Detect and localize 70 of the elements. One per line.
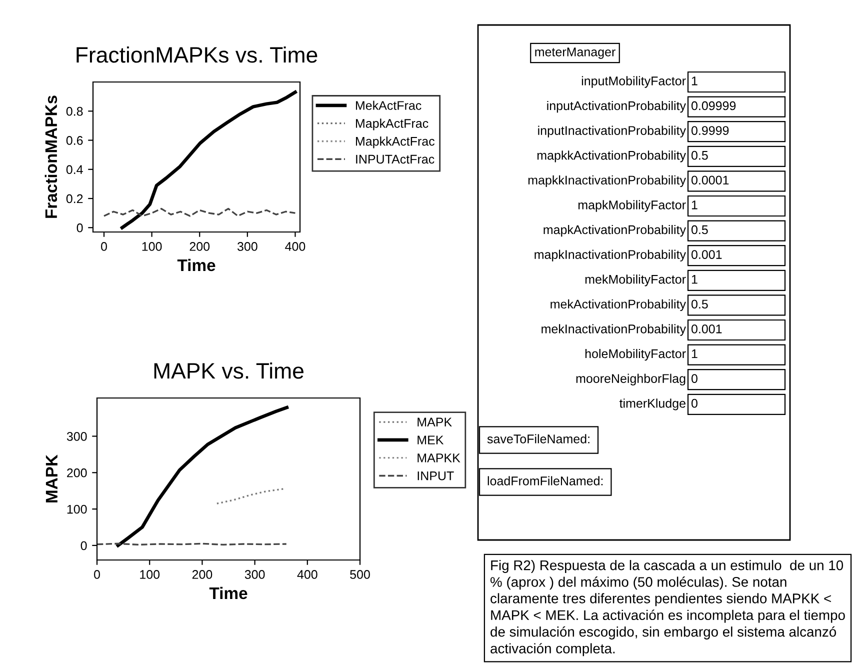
text: mooreNeighborFlag <box>576 374 686 386</box>
text: inputActivationProbability <box>547 100 686 113</box>
text: 1 <box>692 76 698 86</box>
y-tick-label: 200 <box>67 468 87 478</box>
text: 0.5 <box>691 150 708 160</box>
y-tick-label: 0 <box>76 223 83 232</box>
text: 0.0001 <box>691 176 729 185</box>
x-tick-label: 100 <box>142 242 162 251</box>
text: holeMobilityFactor <box>585 348 686 361</box>
text: meterManager <box>535 48 616 59</box>
text: inputMobilityFactor <box>582 76 686 88</box>
x-tick-label: 200 <box>190 242 210 251</box>
text: inputInactivationProbability <box>538 126 686 138</box>
y-axis-title: FractionMAPKs <box>44 96 58 218</box>
legend-label: INPUT <box>418 472 454 480</box>
text: 0.5 <box>691 300 708 309</box>
text: 1 <box>692 275 698 284</box>
y-tick-label: 0.8 <box>66 106 83 116</box>
text: 0.001 <box>691 324 722 334</box>
line-series <box>103 208 296 217</box>
text: 0.5 <box>691 225 708 234</box>
x-tick-label: 500 <box>350 570 370 579</box>
text: mapkMobilityFactor <box>578 200 686 212</box>
line-series <box>116 406 289 548</box>
text: 1 <box>692 200 698 210</box>
text: 1 <box>692 349 698 358</box>
text: 0.001 <box>691 250 722 259</box>
x-tick-label: 300 <box>237 242 258 251</box>
x-tick-label: 200 <box>192 570 212 579</box>
text: saveToFileNamed: <box>487 434 590 444</box>
legend-label: MEK <box>418 436 444 444</box>
legend-label: MapkActFrac <box>356 118 428 130</box>
text: 0 <box>691 374 698 383</box>
text: 0.09999 <box>691 101 736 110</box>
y-tick-label: 0 <box>80 541 87 550</box>
x-tick-label: 0 <box>101 242 107 251</box>
line-series <box>216 488 286 504</box>
text: mapkkActivationProbability <box>537 150 686 162</box>
chart-title: MAPK vs. Time <box>154 362 304 379</box>
text: mekInactivationProbability <box>542 324 686 336</box>
text: mapkInactivationProbability <box>534 250 686 262</box>
y-axis-title: MAPK <box>46 454 58 502</box>
legend-label: MekActFrac <box>356 100 422 110</box>
y-tick-label: 100 <box>67 504 87 514</box>
y-tick-label: 0.4 <box>66 165 83 174</box>
x-tick-label: 0 <box>94 570 100 579</box>
y-tick-label: 300 <box>66 432 87 441</box>
x-axis-title: Time <box>177 258 216 272</box>
line-series <box>120 90 297 230</box>
text: 0.9999 <box>691 126 729 135</box>
x-tick-label: 400 <box>297 570 318 579</box>
text: mapkActivationProbability <box>544 224 686 237</box>
text: loadFromFileNamed: <box>488 476 603 486</box>
text: mekActivationProbability <box>550 299 686 312</box>
chart-title: FractionMAPKs vs. Time <box>76 46 318 63</box>
x-tick-label: 400 <box>285 242 306 251</box>
x-tick-label: 100 <box>140 570 160 579</box>
legend-label: MAPK <box>418 418 452 426</box>
text: mekMobilityFactor <box>585 274 686 286</box>
legend-label: MAPKK <box>418 454 460 462</box>
text: timerKludge <box>619 398 686 410</box>
legend-label: INPUTActFrac <box>356 154 434 164</box>
y-tick-label: 0.6 <box>66 136 83 145</box>
legend-label: MapkkActFrac <box>356 136 435 148</box>
x-axis-title: Time <box>209 586 248 600</box>
x-tick-label: 300 <box>244 570 265 579</box>
caption: Fig R2) Respuesta de la cascada a un estimulo de un 10 % (aprox ) del máximo (50 moléculas). Se notan claramente tres diferentes pendientes siendo MAPKK < MAPK < MEK. La activación es incompleta para el tiempo de simulación escogido, sin embargo el sistema alcanzó activación completa. <box>490 560 845 656</box>
text: 0 <box>691 398 698 408</box>
text: mapkkInactivationProbability <box>528 175 686 188</box>
y-tick-label: 0.2 <box>66 194 83 204</box>
